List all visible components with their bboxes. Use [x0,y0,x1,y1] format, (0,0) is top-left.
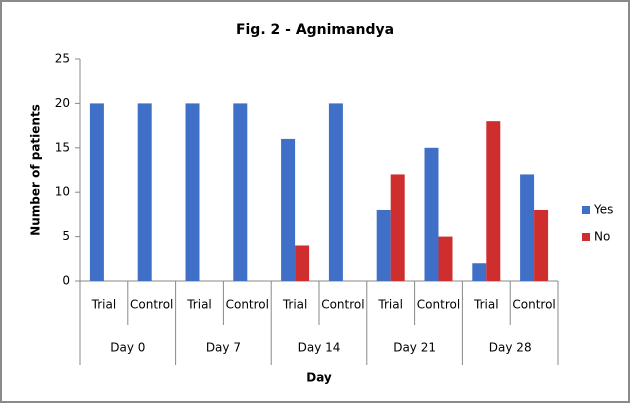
x-tick-label: Control [512,298,555,312]
y-axis-title: Number of patients [29,104,43,236]
bar [233,103,248,282]
group-label: Day 21 [393,341,436,355]
bar [376,209,391,281]
x-axis-title: Day [306,371,332,385]
group-label: Day 28 [489,341,532,355]
x-tick-label: Trial [377,298,403,312]
x-tick-label: Trial [91,298,117,312]
chart-title: Fig. 2 - Agnimandya [236,22,394,38]
bar [520,174,535,281]
y-tick-label: 10 [55,185,70,199]
bar [185,103,200,282]
x-tick-label: Control [226,298,269,312]
y-tick-label: 15 [55,140,70,154]
bar [328,103,343,282]
bar [534,209,549,281]
y-tick-label: 25 [55,52,70,66]
bar [472,263,487,281]
group-label: Day 0 [110,341,145,355]
bar [424,147,439,281]
y-tick-label: 0 [62,274,70,288]
x-tick-label: Control [130,298,173,312]
bar [438,236,453,281]
group-label: Day 7 [206,341,241,355]
x-tick-label: Control [321,298,364,312]
bar [281,138,296,281]
bar [137,103,152,282]
legend-label: No [594,230,610,244]
bar [89,103,104,282]
group-label: Day 14 [298,341,341,355]
x-tick-label: Trial [282,298,308,312]
bar [486,121,501,281]
x-tick-label: Trial [186,298,212,312]
bar [390,174,405,281]
y-tick-label: 5 [62,229,70,243]
y-tick-label: 20 [55,96,70,110]
legend-label: Yes [593,203,613,217]
legend-swatch [582,206,590,214]
x-tick-label: Trial [473,298,499,312]
bar [295,245,310,281]
x-tick-label: Control [417,298,460,312]
legend-swatch [582,233,590,241]
